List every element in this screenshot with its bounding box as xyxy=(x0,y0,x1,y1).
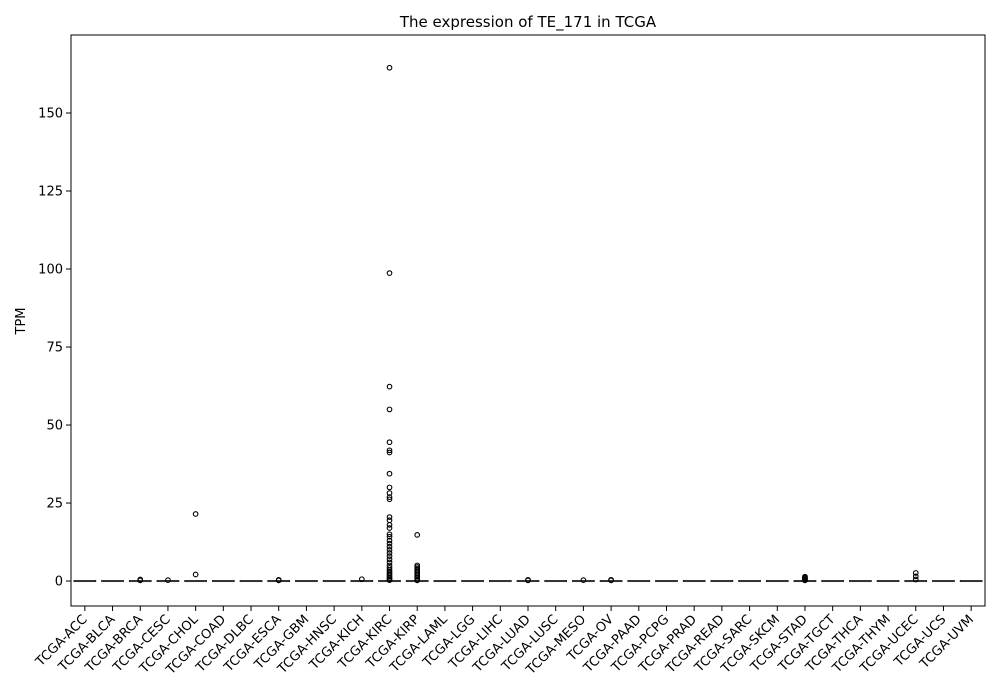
outlier-point xyxy=(386,559,393,566)
outlier-point xyxy=(386,537,393,544)
outlier-point xyxy=(386,406,393,413)
outlier-point xyxy=(608,576,614,583)
outlier-point xyxy=(386,531,393,538)
outliers-layer xyxy=(137,64,919,584)
outlier-point xyxy=(386,514,393,520)
x-axis: TCGA-ACCTCGA-BLCATCGA-BRCATCGA-CESCTCGA-… xyxy=(33,606,977,678)
outlier-point xyxy=(386,553,393,559)
outlier-point xyxy=(386,496,393,503)
y-tick-label: 100 xyxy=(38,263,63,278)
boxes-layer xyxy=(73,580,983,583)
outlier-point xyxy=(386,543,393,550)
outlier-point xyxy=(165,577,171,583)
outlier-point xyxy=(386,447,393,454)
outlier-point xyxy=(386,470,393,477)
outlier-point xyxy=(192,511,199,517)
outlier-point xyxy=(386,270,393,276)
outlier-point xyxy=(386,383,393,390)
y-axis-label: TPM xyxy=(14,308,29,336)
outlier-point xyxy=(386,550,393,556)
chart-title: The expression of TE_171 in TCGA xyxy=(399,13,657,32)
y-tick-label: 0 xyxy=(55,575,63,590)
y-tick-label: 150 xyxy=(38,107,63,122)
outlier-point xyxy=(192,571,199,578)
outlier-point xyxy=(386,449,393,456)
outlier-point xyxy=(580,577,587,583)
outlier-point xyxy=(137,576,144,583)
outlier-point xyxy=(912,570,919,576)
y-tick-label: 75 xyxy=(46,341,63,356)
outlier-point xyxy=(386,540,393,547)
outlier-point xyxy=(386,64,393,71)
outlier-point xyxy=(386,533,393,540)
outlier-point xyxy=(386,525,393,531)
outlier-point xyxy=(414,577,421,584)
outlier-point xyxy=(414,532,421,538)
outlier-point xyxy=(802,573,808,580)
y-tick-label: 50 xyxy=(46,419,63,434)
outlier-point xyxy=(386,546,393,553)
outlier-point xyxy=(912,576,919,583)
outlier-point xyxy=(386,484,393,491)
y-tick-label: 125 xyxy=(38,185,63,200)
outlier-point xyxy=(386,439,393,446)
outlier-point xyxy=(386,565,393,571)
y-tick-label: 25 xyxy=(46,497,63,512)
y-axis: 0 25 50 75 100 125 150 xyxy=(38,107,71,590)
outlier-point xyxy=(912,573,919,580)
outlier-point xyxy=(525,576,531,583)
outlier-point xyxy=(386,522,393,528)
outlier-point xyxy=(275,576,282,583)
outlier-point xyxy=(386,577,393,583)
outlier-point xyxy=(358,576,365,583)
outlier-point xyxy=(386,517,393,524)
outlier-point xyxy=(386,556,393,563)
outlier-point xyxy=(386,494,393,500)
plot-frame xyxy=(70,34,986,607)
